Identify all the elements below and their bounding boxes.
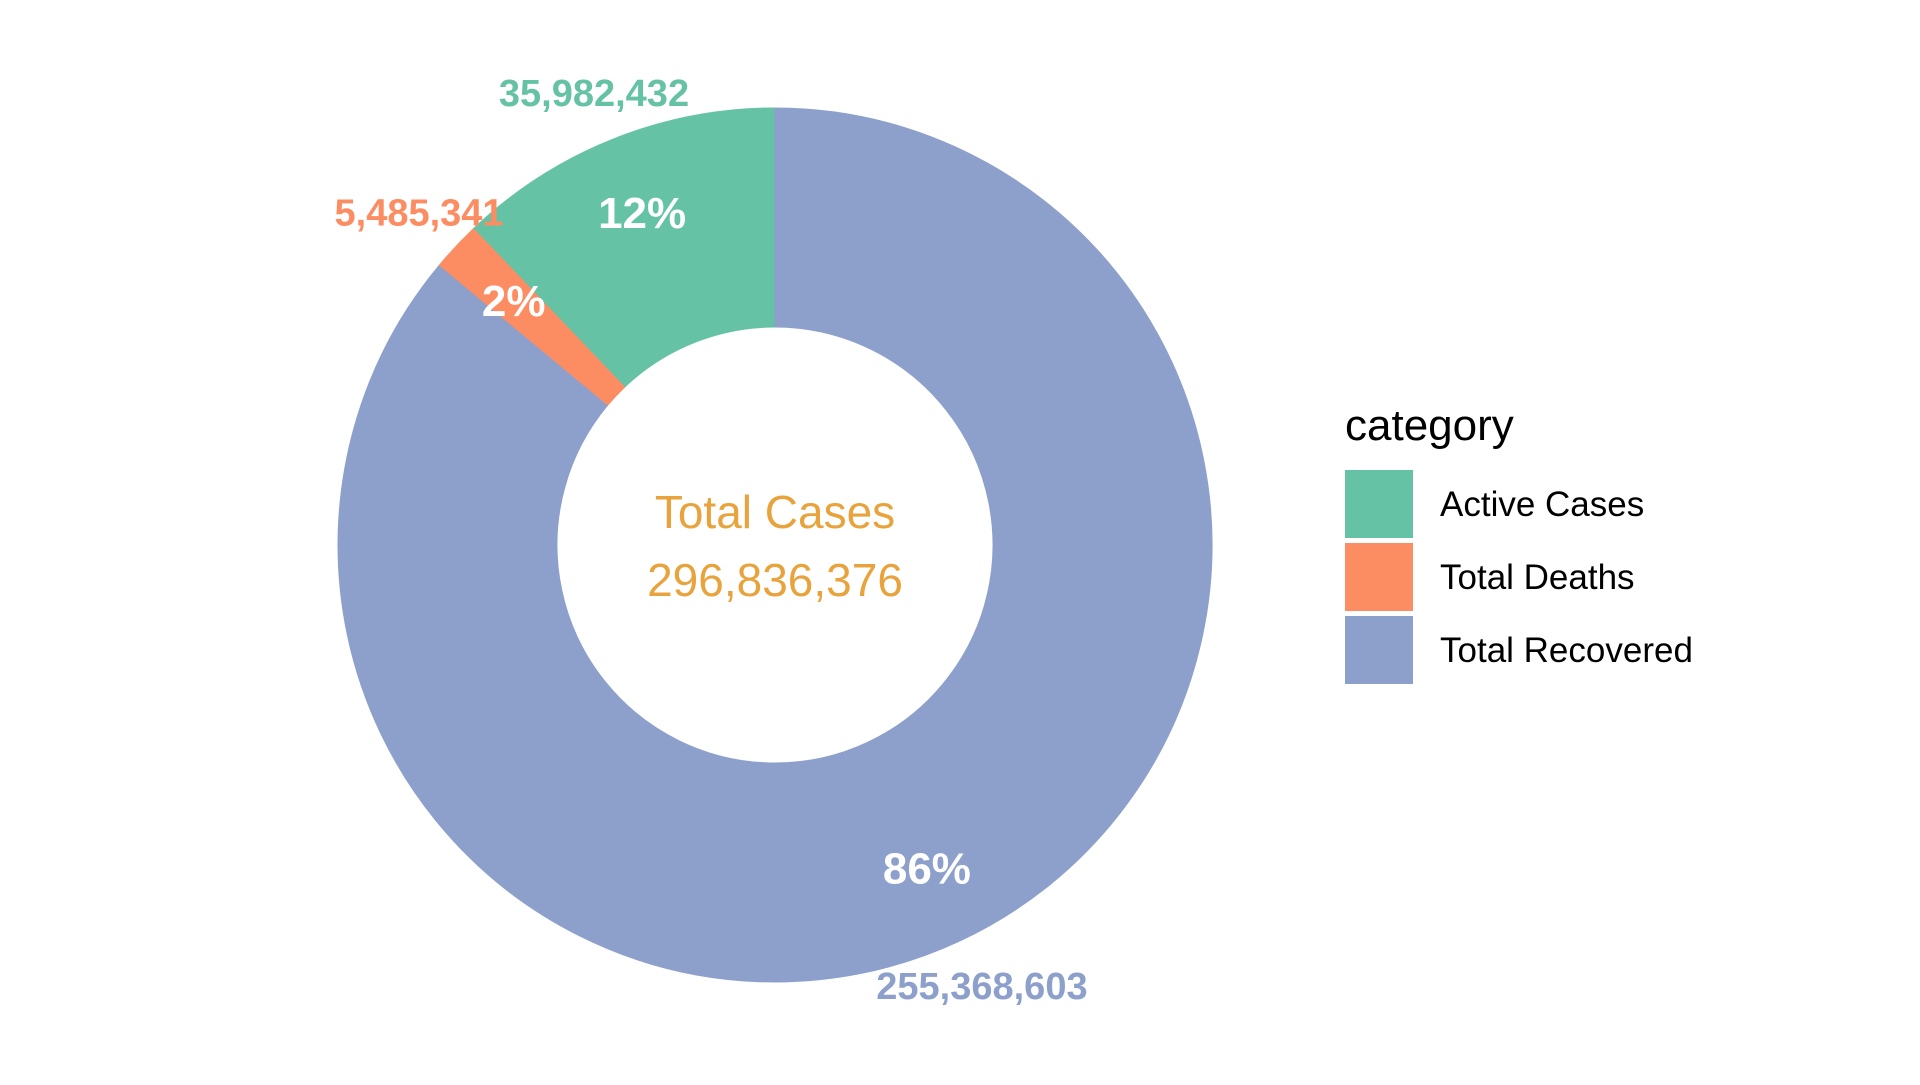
legend-label: Total Deaths	[1440, 558, 1635, 597]
slice-total-recovered	[337, 107, 1213, 983]
legend-items: Active Cases Total Deaths Total Recovered	[1345, 470, 1693, 684]
slice-active-cases	[472, 107, 776, 388]
donut-slices	[337, 107, 1213, 983]
value-label: 5,485,341	[335, 193, 504, 235]
center-total-value: 296,836,376	[647, 554, 903, 606]
center-label-group: Total Cases 296,836,376	[647, 486, 903, 606]
value-labels: 35,982,432 5,485,341 255,368,603	[335, 73, 1088, 1008]
value-label: 35,982,432	[499, 73, 689, 115]
legend-label: Active Cases	[1440, 485, 1644, 524]
percent-labels: 12% 2% 86%	[482, 189, 971, 894]
value-label: 255,368,603	[876, 966, 1087, 1008]
legend-title: category	[1345, 401, 1514, 450]
legend-swatch	[1345, 470, 1413, 538]
center-title: Total Cases	[655, 486, 895, 538]
legend-swatch	[1345, 543, 1413, 611]
percent-label: 2%	[482, 277, 546, 326]
percent-label: 12%	[598, 189, 686, 238]
legend-label: Total Recovered	[1440, 631, 1693, 670]
legend-swatch	[1345, 616, 1413, 684]
legend: category Active Cases Total Deaths Total R…	[1345, 401, 1693, 684]
percent-label: 86%	[883, 845, 971, 894]
